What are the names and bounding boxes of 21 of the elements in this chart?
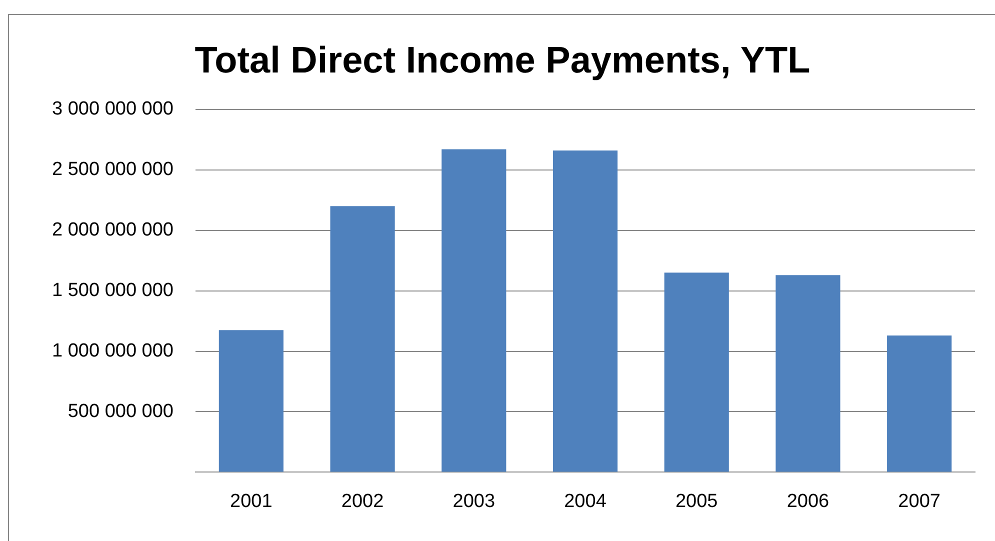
y-tick-label: 1 000 000 000 [52, 340, 174, 362]
y-tick-label: 500 000 000 [68, 400, 174, 422]
x-tick-label: 2005 [675, 490, 718, 512]
bar [552, 150, 618, 472]
x-tick-label: 2007 [898, 490, 940, 512]
y-tick-label: 1 500 000 000 [52, 280, 174, 302]
x-tick-label: 2001 [230, 490, 272, 512]
bar [776, 275, 840, 472]
x-tick-label: 2006 [786, 490, 830, 512]
bar [887, 336, 952, 472]
bar [664, 272, 729, 472]
chart-title: Total Direct Income Payments, YTL [194, 39, 810, 80]
x-tick-label: 2003 [452, 490, 496, 512]
y-tick-label: 3 000 000 000 [52, 98, 174, 120]
bar [218, 330, 284, 472]
y-tick-label: 2 000 000 000 [52, 220, 174, 241]
x-tick-label: 2004 [564, 490, 607, 512]
bar [442, 149, 506, 472]
y-tick-label: 2 500 000 000 [52, 159, 174, 180]
x-tick-label: 2002 [341, 490, 384, 512]
bar [330, 206, 395, 472]
